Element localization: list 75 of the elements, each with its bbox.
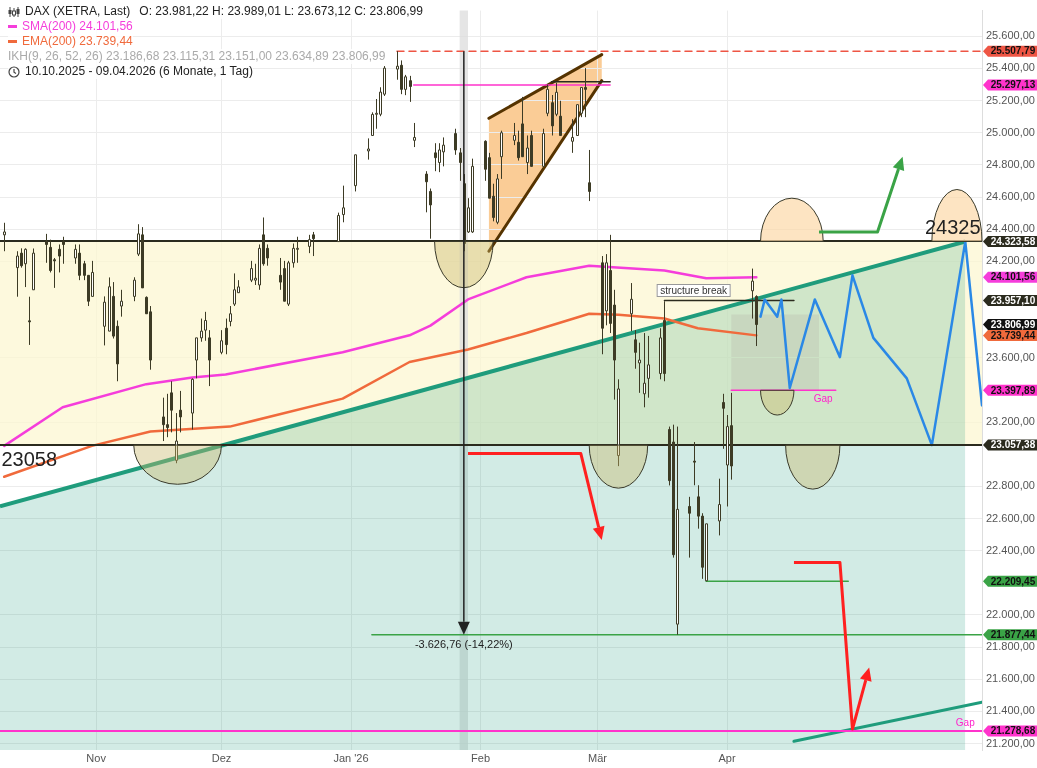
y-tick-label: 25.400,00 [986, 61, 1035, 74]
candlestick [62, 236, 65, 265]
y2-tick-label: 23.397,89 [990, 384, 1036, 396]
y-tick-label: 25.000,00 [986, 125, 1035, 138]
y2-tick-label: 22.209,45 [990, 575, 1036, 587]
candlestick [542, 128, 545, 167]
y2-tick-label: 23.739,44 [990, 329, 1036, 341]
y-tick-label: 24.800,00 [986, 157, 1035, 170]
y2-tick-label: 24.323,58 [990, 235, 1036, 247]
candlestick [287, 260, 290, 307]
candlestick [250, 260, 253, 283]
y2-tick-label: 25.507,79 [990, 45, 1036, 57]
y-tick-label: 22.400,00 [986, 543, 1035, 556]
candlestick [229, 305, 232, 327]
annotation: structure break [656, 284, 732, 298]
x-tick-label: Apr [718, 751, 736, 764]
candlestick [530, 130, 533, 167]
y-tick-label: 22.800,00 [986, 479, 1035, 492]
y2-tick-label: 23.057,38 [990, 439, 1036, 451]
x-tick-label: Jan '26 [333, 751, 369, 764]
y2-tick-label: 21.877,44 [990, 628, 1036, 640]
y2-tick-label: 25.297,13 [990, 79, 1036, 91]
y2-tick-label: 23.957,10 [990, 294, 1036, 306]
y-tick-label: 24.200,00 [986, 254, 1035, 267]
candlestick [496, 173, 499, 225]
x-tick-label: Nov [86, 751, 107, 764]
candlestick [220, 329, 223, 355]
x-tick-label: Feb [471, 751, 491, 764]
candlestick [45, 233, 48, 264]
candlestick [195, 337, 198, 379]
y2-tick-label: 21.278,68 [990, 725, 1036, 737]
chart-title: DAX (XETRA, Last) [25, 4, 131, 19]
text: 23.806,99 [990, 318, 1036, 330]
candlestick [755, 294, 758, 347]
candlestick [688, 496, 691, 559]
y2-tick-label: 24.101,56 [990, 271, 1036, 283]
annotation: -3.626,76 (-14,22%) [414, 637, 513, 650]
annotation: Gap [955, 716, 975, 728]
candlestick [204, 311, 207, 342]
y-tick-label: 23.200,00 [986, 415, 1035, 428]
candlestick [283, 260, 286, 302]
annotation: 10.10.2025 - 09.04.2026 (6 Monate, 1 Tag) [25, 64, 253, 79]
annotation: 24325 [924, 216, 981, 239]
x-tick-label: Mär [588, 751, 608, 764]
y-tick-label: 24.600,00 [986, 190, 1035, 203]
candlestick [459, 147, 462, 182]
candlestick [233, 272, 236, 307]
legend-label: EMA(200) 23.739,44 [22, 34, 133, 49]
x-tick-label: Dez [211, 751, 232, 764]
y-tick-label: 21.800,00 [986, 640, 1035, 653]
y-tick-label: 21.600,00 [986, 672, 1035, 685]
y-tick-label: 25.600,00 [986, 29, 1035, 42]
annotation: Gap [813, 393, 833, 405]
annotation: O: 23.981,22 H: 23.989,01 L: 23.673,12 C: 23.806,99 [139, 4, 423, 19]
candlestick [588, 149, 591, 202]
candlestick [634, 329, 637, 370]
candlestick [308, 234, 311, 254]
y-tick-label: 22.000,00 [986, 608, 1035, 621]
candlestick [722, 393, 725, 450]
y-tick-label: 25.200,00 [986, 93, 1035, 106]
candlestick [170, 380, 173, 433]
candlestick [208, 329, 211, 387]
legend-label: SMA(200) 24.101,56 [22, 19, 133, 34]
candlestick [513, 122, 516, 146]
annotation: 23058 [1, 448, 58, 471]
y-tick-label: 23.600,00 [986, 350, 1035, 363]
y-tick-label: 22.600,00 [986, 511, 1035, 524]
annotation: IKH(9, 26, 52, 26) 23.186,68 23.115,31 23.151,00 23.634,89 23.806,99 [8, 49, 386, 64]
y-tick-label: 21.400,00 [986, 704, 1035, 717]
candlestick [409, 75, 412, 103]
candlestick [647, 335, 650, 399]
candlestick [438, 142, 441, 173]
candlestick [601, 255, 604, 355]
y-tick-label: 21.200,00 [986, 736, 1035, 749]
y-tick-label: 24.400,00 [986, 222, 1035, 235]
